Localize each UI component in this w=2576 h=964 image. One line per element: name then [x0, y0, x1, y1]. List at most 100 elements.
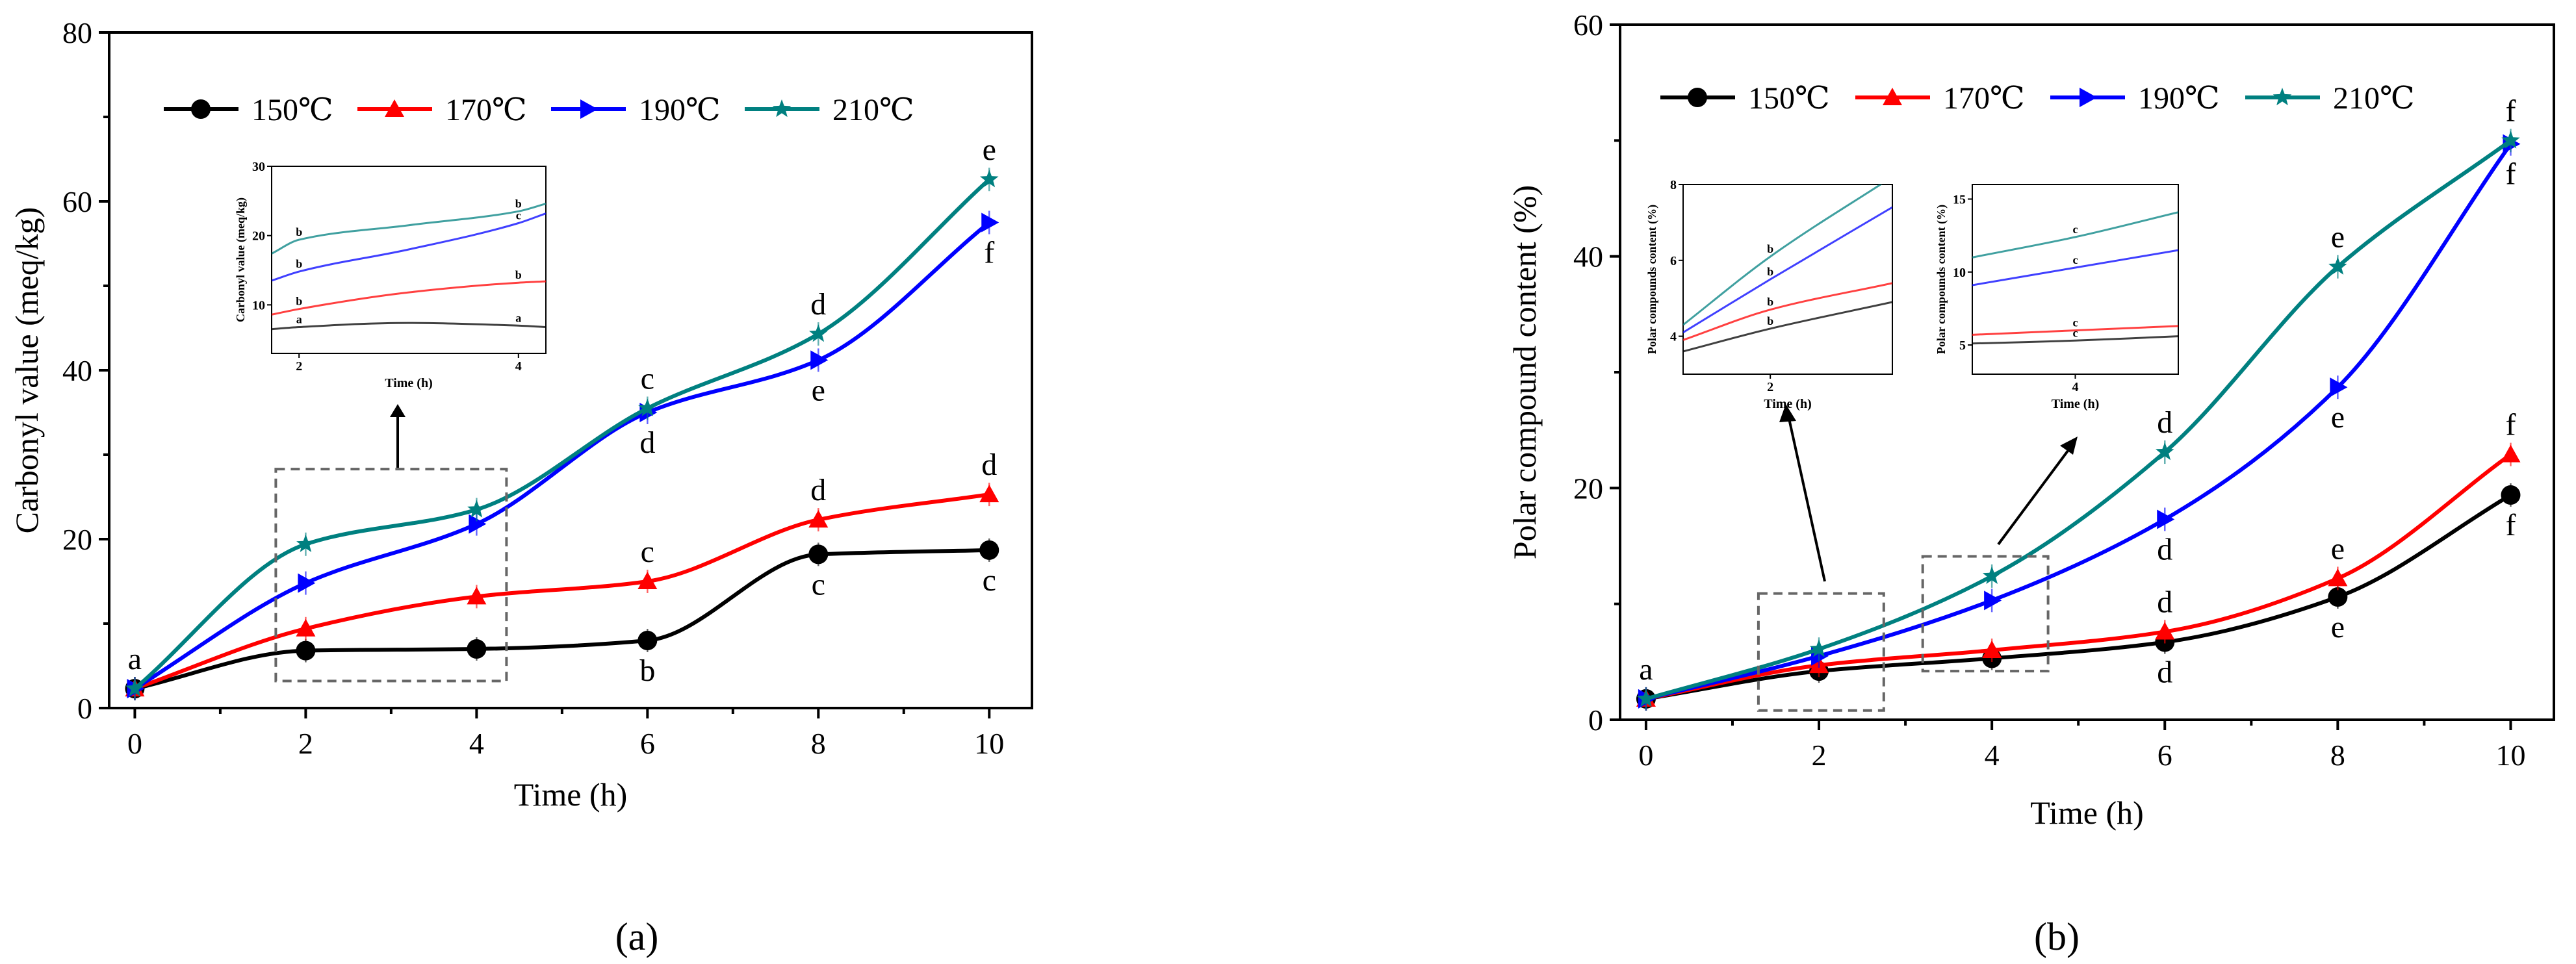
inset-x-tick-label: 4: [2072, 380, 2079, 394]
zoom-region: [1921, 555, 2050, 673]
significance-letter: c: [641, 535, 654, 569]
inset-letter: c: [2073, 326, 2078, 339]
significance-letter: d: [810, 473, 826, 507]
zoom-arrowhead: [1779, 404, 1796, 422]
zoom-arrow: [1997, 447, 2071, 546]
significance-letter: a: [128, 642, 142, 676]
inset-y-tick-label: 10: [1953, 266, 1966, 280]
series-line: [134, 548, 990, 691]
legend-marker: [772, 99, 792, 118]
significance-letter: d: [2157, 655, 2172, 690]
inset-x-title: Time (h): [385, 376, 433, 390]
y-tick-label: 80: [62, 16, 92, 49]
data-point: [296, 618, 316, 637]
data-point: [2328, 587, 2348, 607]
significance-letter: d: [2157, 532, 2172, 566]
data-point: [2328, 257, 2347, 275]
significance-letter: d: [2157, 585, 2172, 619]
data-point: [1984, 590, 2002, 611]
data-point: [467, 587, 487, 605]
significance-letter: e: [2331, 220, 2345, 255]
y-tick-label: 60: [1573, 8, 1603, 42]
y-tick-label: 0: [77, 692, 92, 725]
data-point: [296, 641, 316, 661]
inset-y-title: Carbonyl value (meq/kg): [234, 197, 248, 322]
zoom-arrowhead: [2060, 437, 2078, 455]
y-tick-label: 40: [62, 354, 92, 387]
significance-letter: f: [2505, 94, 2516, 128]
inset-x-tick-label: 4: [515, 359, 522, 374]
y-tick-label: 20: [62, 523, 92, 556]
inset-letter: b: [1767, 296, 1773, 309]
inset-letter: c: [516, 209, 521, 222]
significance-letter: d: [639, 425, 655, 460]
data-point: [979, 540, 999, 560]
significance-letter: e: [812, 373, 825, 407]
series-190℃: d e f: [127, 210, 999, 701]
x-axis-title: Time (h): [514, 776, 628, 813]
legend-marker: [2080, 88, 2097, 107]
x-axis-title: Time (h): [2030, 794, 2144, 831]
data-point: [638, 572, 658, 589]
inset-series-line: [1972, 325, 2178, 336]
data-point: [298, 573, 316, 593]
inset: 2 4 6 8 Time (h) Polar compounds content (%) b…: [1645, 178, 1893, 411]
series-line: [133, 221, 991, 691]
data-point: [467, 639, 487, 659]
inset-x-title: Time (h): [1764, 397, 1812, 411]
inset-series-line: [272, 322, 546, 331]
legend-label: 190℃: [639, 93, 721, 127]
legend-marker: [1688, 88, 1707, 107]
x-tick-label: 2: [298, 727, 313, 760]
series-line: [1645, 453, 2512, 701]
significance-letter: a: [1639, 652, 1653, 687]
data-point: [1982, 566, 2002, 584]
x-tick-label: 8: [811, 727, 826, 760]
inset-letter: a: [515, 311, 521, 324]
chart-b: 0 2 4 6 8 10 0 20 40 60 Time (h) Polar compound con…: [1506, 8, 2555, 831]
data-point: [296, 534, 315, 552]
zoom-region: [274, 468, 508, 683]
data-point: [638, 631, 658, 650]
legend-label: 170℃: [1943, 81, 2025, 116]
significance-letter: f: [2505, 157, 2516, 192]
data-point: [2501, 131, 2520, 149]
data-point: [2155, 622, 2175, 640]
data-point: [2501, 485, 2521, 505]
series-line: [1645, 493, 2512, 701]
data-point: [1809, 639, 1829, 657]
significance-letter: e: [983, 133, 996, 167]
series-150℃: a b c c: [125, 538, 999, 701]
inset-letter: c: [2073, 223, 2078, 236]
inset-y-tick-label: 20: [252, 229, 265, 244]
inset-x-tick-label: 2: [296, 359, 302, 374]
y-tick-label: 20: [1573, 472, 1603, 505]
series-210℃: cde: [125, 133, 999, 701]
x-tick-label: 10: [974, 727, 1004, 760]
inset-letter: c: [2073, 253, 2078, 266]
inset: 4 5 10 15 Time (h) Polar compounds content (%…: [1935, 184, 2179, 411]
x-tick-label: 4: [469, 727, 484, 760]
data-point: [808, 544, 829, 564]
inset-series-line: [1972, 335, 2178, 345]
inset-series-line: [1683, 206, 1892, 334]
inset-letter: b: [296, 257, 302, 270]
significance-letter: b: [639, 653, 655, 688]
plot-frame: [1619, 23, 2555, 721]
inset-letter: b: [296, 295, 302, 308]
x-tick-label: 10: [2495, 739, 2525, 772]
series-line: [1645, 142, 2512, 701]
data-point: [810, 350, 829, 370]
inset-letter: b: [1767, 242, 1773, 255]
zoom-arrowhead: [390, 404, 406, 417]
significance-letter: e: [2331, 531, 2345, 566]
data-point: [125, 679, 144, 697]
significance-letter: e: [2331, 400, 2345, 435]
x-tick-label: 6: [640, 727, 655, 760]
data-point: [2157, 509, 2175, 529]
data-point: [469, 514, 487, 534]
inset-y-tick-label: 4: [1670, 330, 1677, 344]
legend-label: 210℃: [832, 93, 914, 127]
significance-letter: c: [641, 362, 654, 396]
